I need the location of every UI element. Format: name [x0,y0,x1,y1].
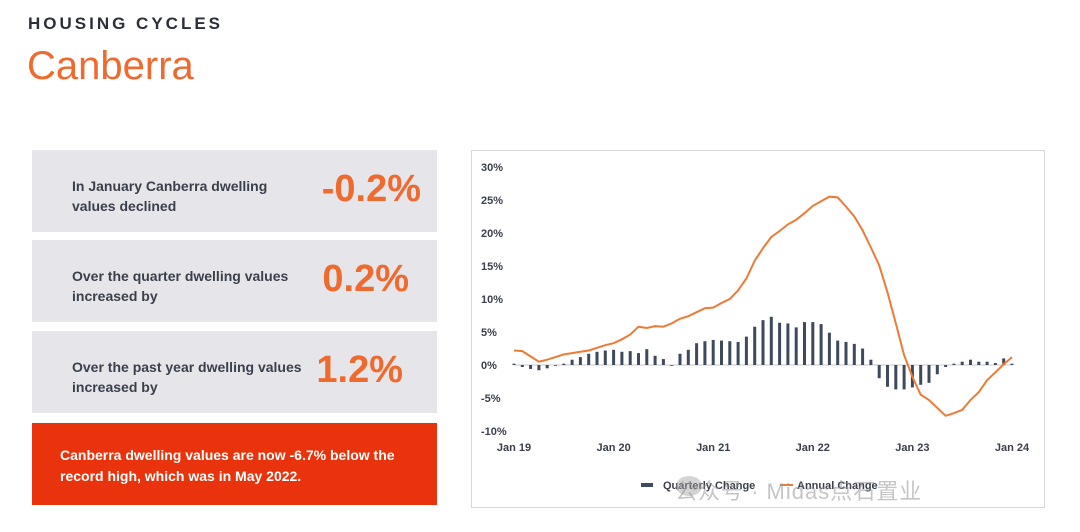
chart-frame [471,150,1045,508]
banner-text: Canberra dwelling values are now -6.7% b… [60,447,395,484]
page-title: Canberra [27,44,194,88]
stat-card-label: In January Canberra dwelling values decl… [72,178,268,214]
stat-card-value: -0.2% [321,168,421,210]
wechat-icon [676,476,702,496]
record-high-banner: Canberra dwelling values are now -6.7% b… [32,423,437,505]
stat-card-label: Over the past year dwelling values incre… [72,359,302,395]
section-kicker: HOUSING CYCLES [28,14,224,33]
stat-card-annual: Over the past year dwelling values incre… [32,331,437,413]
watermark-text: 公众号 · Midas点石置业 [675,479,923,504]
stat-card-value: 1.2% [316,349,403,391]
stat-card-quarterly: Over the quarter dwelling values increas… [32,240,437,322]
stat-card-value: 0.2% [322,258,409,300]
stat-card-monthly: In January Canberra dwelling values decl… [32,150,437,232]
stat-card-label: Over the quarter dwelling values increas… [72,268,289,304]
